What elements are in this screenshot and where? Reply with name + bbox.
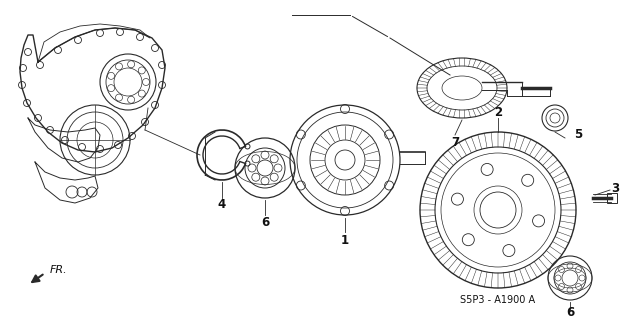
- Text: 7: 7: [451, 136, 459, 149]
- Text: S5P3 - A1900 A: S5P3 - A1900 A: [460, 295, 535, 305]
- Text: 6: 6: [566, 307, 574, 319]
- Text: FR.: FR.: [50, 265, 68, 275]
- Text: 6: 6: [261, 216, 269, 228]
- Text: 4: 4: [218, 198, 226, 211]
- Text: 2: 2: [494, 106, 502, 118]
- Text: 1: 1: [341, 234, 349, 247]
- Text: 3: 3: [611, 182, 619, 195]
- Text: 5: 5: [574, 129, 582, 142]
